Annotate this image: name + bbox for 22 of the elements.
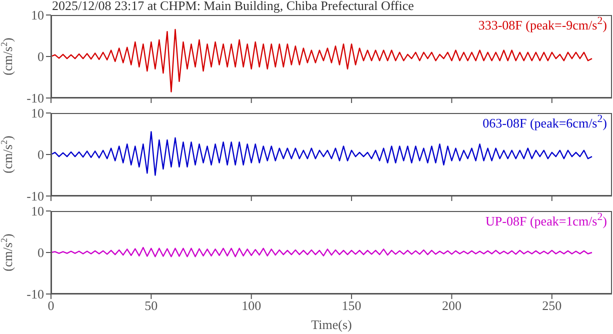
y-tick-label: -10 <box>26 188 44 204</box>
y-tick-label: -10 <box>26 286 44 302</box>
y-tick-label: 10 <box>31 106 44 121</box>
x-tick-label: 0 <box>48 298 54 314</box>
chart-title: 2025/12/08 23:17 at CHPM: Main Building, Chiba Prefectural Office <box>52 0 414 14</box>
line-series <box>51 131 593 176</box>
series-label: 063-08F (peak=6cm/s$^{2}$) <box>482 113 607 132</box>
series-label: UP-08F (peak=1cm/s$^{2}$) <box>486 211 607 230</box>
y-tick-label: 10 <box>31 8 44 23</box>
y-tick-label: 0 <box>38 245 44 260</box>
x-tick-label: 200 <box>442 298 462 314</box>
x-tick-label: 250 <box>542 298 562 314</box>
x-tick-label: 100 <box>242 298 262 314</box>
y-tick-label: 0 <box>38 147 44 162</box>
y-tick-label: -10 <box>26 90 44 106</box>
line-series <box>51 246 593 258</box>
x-tick-label: 50 <box>144 298 158 314</box>
y-tick-label: 10 <box>31 204 44 219</box>
series-label: 333-08F (peak=-9cm/s$^{2}$) <box>478 15 607 34</box>
x-tick-label: 150 <box>342 298 362 314</box>
x-axis-title: Time(s) <box>311 317 352 332</box>
y-tick-label: 0 <box>38 49 44 64</box>
